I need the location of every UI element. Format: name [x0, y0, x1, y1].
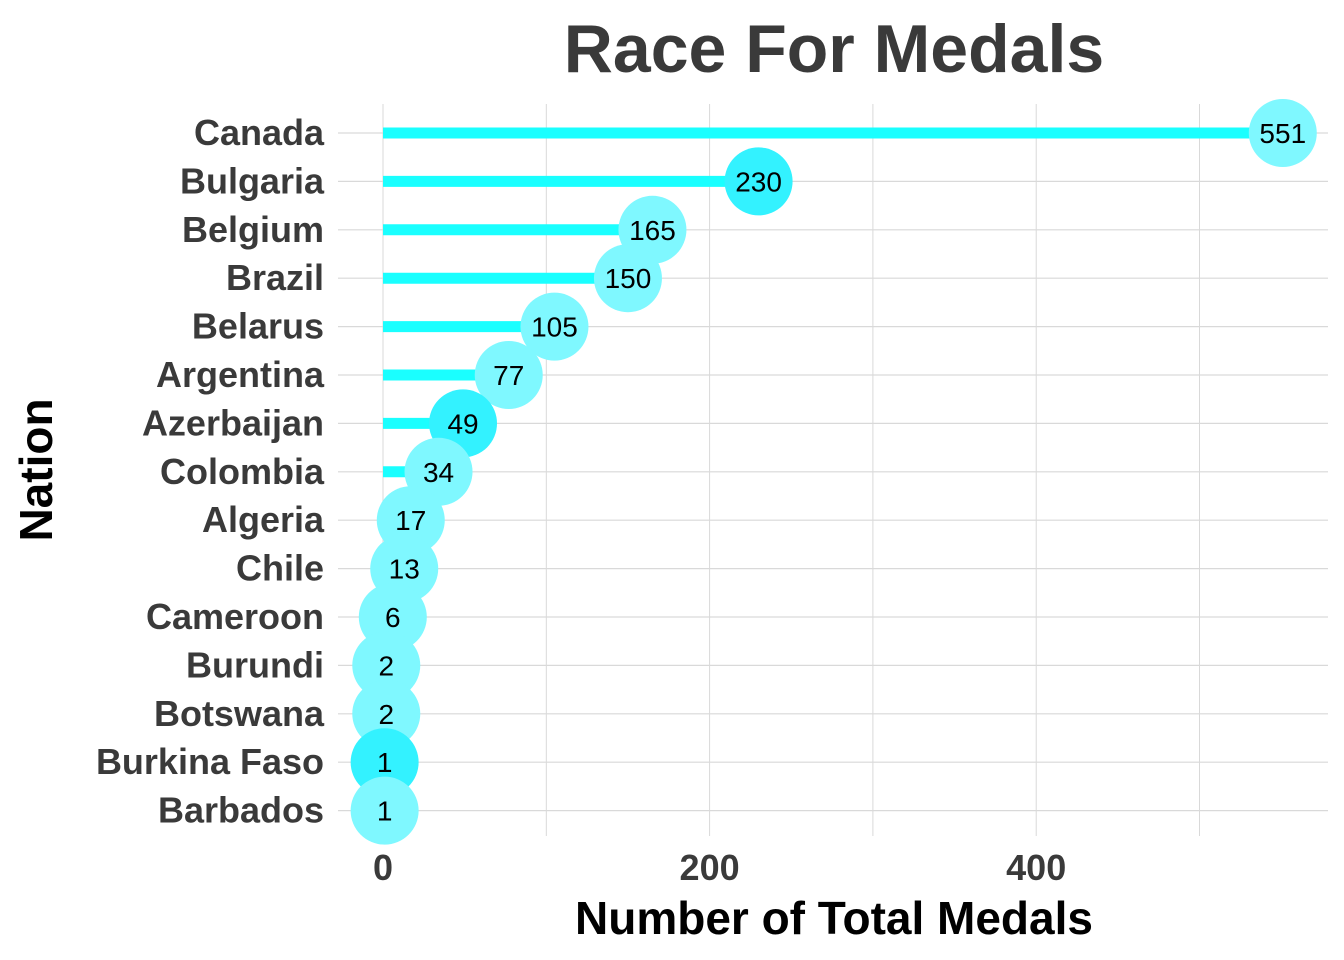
- data-label: 49: [447, 408, 478, 439]
- data-label: 6: [385, 602, 401, 633]
- category-label: Algeria: [202, 499, 325, 540]
- lollipop-point: [474, 341, 543, 409]
- lollipop-point: [352, 679, 421, 748]
- data-label: 34: [423, 457, 454, 488]
- lollipop-point: [724, 147, 793, 216]
- data-label: 13: [389, 554, 420, 585]
- category-label: Burundi: [186, 644, 324, 685]
- category-label: Belarus: [192, 306, 324, 347]
- lollipop-point: [593, 244, 662, 313]
- y-axis-title: Nation: [10, 398, 62, 541]
- data-label: 77: [493, 360, 524, 391]
- category-label: Chile: [236, 548, 324, 589]
- lollipop-point: [350, 728, 419, 797]
- data-label: 1: [377, 796, 393, 827]
- lollipop-points: [350, 99, 1317, 845]
- data-label: 551: [1259, 118, 1306, 149]
- lollipop-point: [350, 776, 419, 845]
- category-label: Belgium: [182, 209, 324, 250]
- gridlines: [338, 104, 1328, 836]
- data-label: 105: [531, 312, 578, 343]
- x-tick-label: 0: [373, 847, 393, 888]
- lollipop-point: [1248, 99, 1317, 167]
- lollipop-point: [352, 631, 421, 700]
- category-label: Bulgaria: [180, 160, 325, 201]
- category-label: Argentina: [156, 354, 325, 395]
- category-labels: Canada Bulgaria Belgium Brazil Belarus Argent…: [96, 112, 325, 831]
- category-label: Colombia: [160, 451, 325, 492]
- x-tick-label: 200: [680, 847, 740, 888]
- data-label: 165: [629, 215, 676, 246]
- data-label: 230: [735, 166, 782, 197]
- category-label: Barbados: [158, 790, 324, 831]
- x-tick-label: 400: [1006, 847, 1066, 888]
- data-label: 2: [378, 650, 394, 681]
- data-label: 2: [378, 699, 394, 730]
- category-label: Botswana: [154, 693, 325, 734]
- lollipop-point: [520, 292, 589, 361]
- category-label: Brazil: [226, 257, 324, 298]
- data-label: 17: [395, 505, 426, 536]
- category-label: Cameroon: [146, 596, 324, 637]
- x-tick-labels: 0 200 400: [373, 847, 1066, 888]
- x-axis-title: Number of Total Medals: [575, 892, 1093, 944]
- category-label: Burkina Faso: [96, 741, 324, 782]
- chart-title: Race For Medals: [564, 11, 1104, 87]
- category-label: Canada: [194, 112, 325, 153]
- data-label: 1: [377, 747, 393, 778]
- category-label: Azerbaijan: [142, 402, 324, 443]
- data-label: 150: [605, 263, 652, 294]
